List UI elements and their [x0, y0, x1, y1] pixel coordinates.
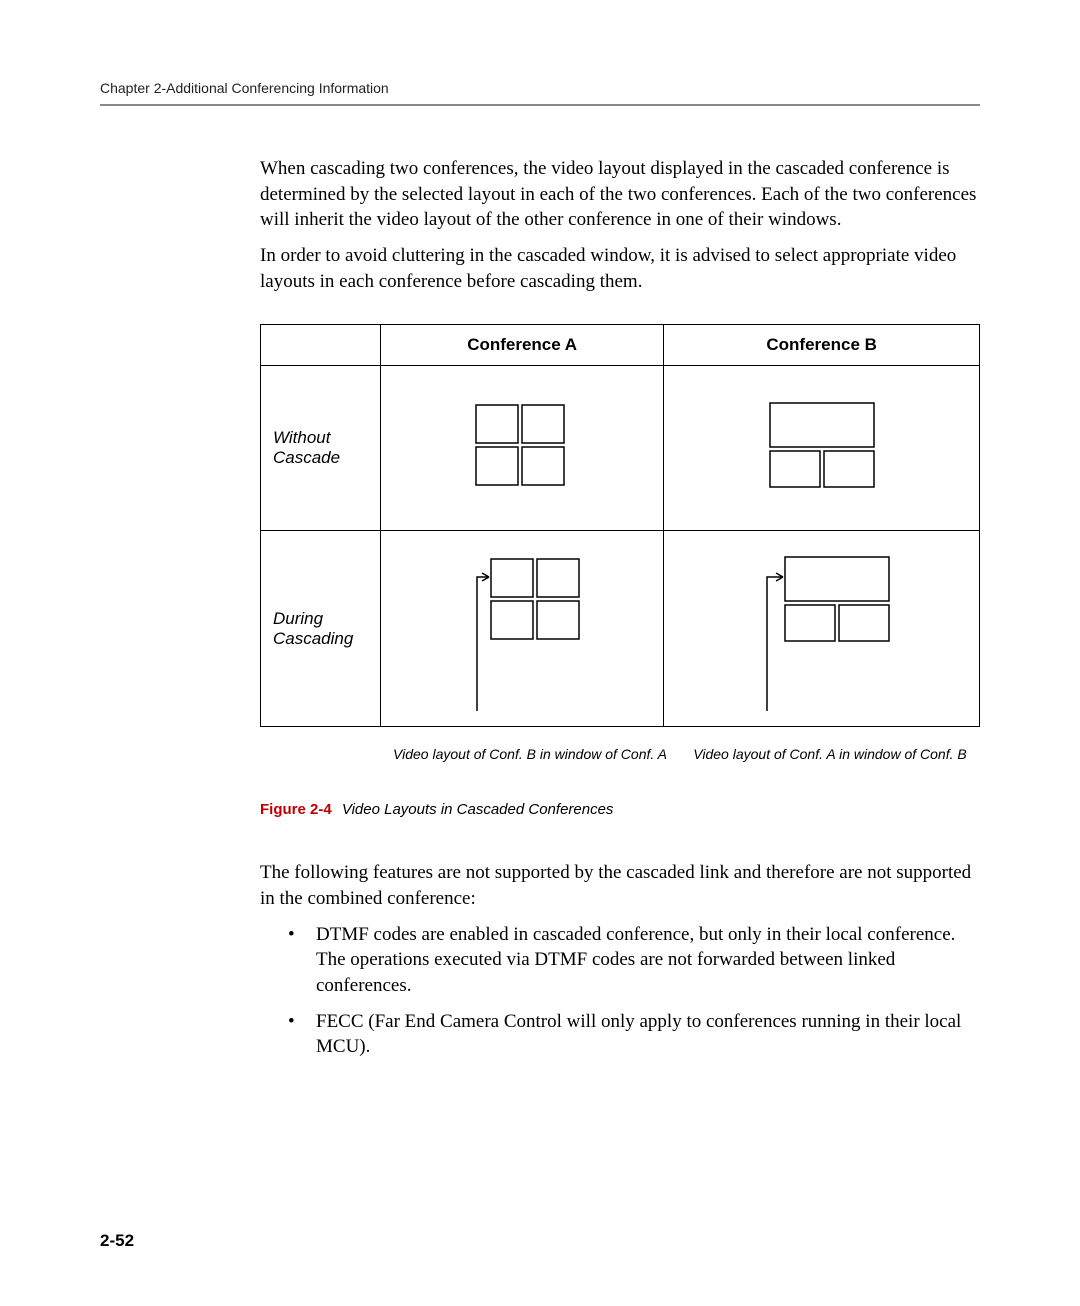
- row-label-without: Without Cascade: [261, 366, 381, 531]
- row-label-during-text: During Cascading: [273, 609, 353, 648]
- table-header-conf-b: Conference B: [664, 325, 980, 366]
- layout-icon-one-plus-two: [752, 393, 892, 503]
- cell-confB-without: [664, 366, 980, 531]
- paragraph-1: When cascading two conferences, the vide…: [260, 156, 980, 233]
- document-page: Chapter 2-Additional Conferencing Inform…: [0, 0, 1080, 1110]
- figure-number: Figure 2-4: [260, 801, 332, 818]
- page-number: 2-52: [100, 1231, 134, 1251]
- caption-conf-b: Video layout of Conf. A in window of Con…: [680, 745, 980, 763]
- figure-caption: Figure 2-4 Video Layouts in Cascaded Con…: [260, 801, 980, 818]
- feature-bullet-list: DTMF codes are enabled in cascaded confe…: [288, 922, 980, 1060]
- cell-confA-during: [381, 531, 664, 727]
- running-header: Chapter 2-Additional Conferencing Inform…: [100, 80, 980, 96]
- bullet-item-2: FECC (Far End Camera Control will only a…: [288, 1009, 980, 1060]
- figure-title: Video Layouts in Cascaded Conferences: [342, 801, 614, 818]
- layout-icon-grid2x2: [462, 393, 582, 503]
- bullet-item-1: DTMF codes are enabled in cascaded confe…: [288, 922, 980, 999]
- cell-confA-without: [381, 366, 664, 531]
- paragraph-3: The following features are not supported…: [260, 860, 980, 911]
- table-corner-cell: [261, 325, 381, 366]
- content-area: When cascading two conferences, the vide…: [260, 156, 980, 1060]
- paragraph-2: In order to avoid cluttering in the casc…: [260, 243, 980, 294]
- cell-confB-during: [664, 531, 980, 727]
- layouts-table: Conference A Conference B Without Cascad…: [260, 324, 980, 727]
- layout-icon-one-plus-two-arrow: [737, 541, 907, 716]
- layout-icon-grid2x2-arrow: [447, 541, 597, 716]
- row-label-during: During Cascading: [261, 531, 381, 727]
- row-label-without-text: Without Cascade: [273, 428, 340, 467]
- header-rule: [100, 104, 980, 106]
- layout-captions: Video layout of Conf. B in window of Con…: [380, 745, 980, 763]
- layouts-table-wrap: Conference A Conference B Without Cascad…: [260, 324, 980, 763]
- table-header-conf-a: Conference A: [381, 325, 664, 366]
- caption-conf-a: Video layout of Conf. B in window of Con…: [380, 745, 680, 763]
